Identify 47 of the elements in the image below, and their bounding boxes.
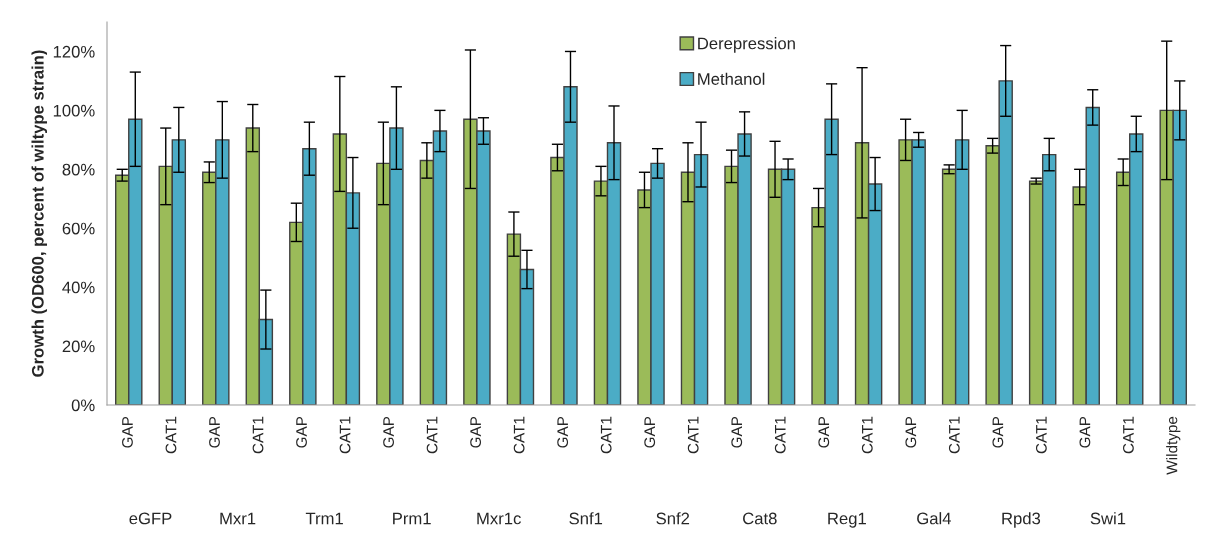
x-tick-label: CAT1 [1035,416,1047,454]
x-tick-label: CAT1 [861,416,873,454]
legend-label: Derepression [698,37,795,53]
y-tick-label: 0% [71,399,95,412]
x-tick-label: CAT1 [426,416,438,454]
x-tick-label: GAP [905,416,917,448]
x-tick-label: GAP [122,416,133,448]
text: Rpd3 [1002,512,1041,528]
text: Trm1 [305,512,343,525]
y-tick-label: 20% [62,340,95,353]
x-tick-label: GAP [470,416,482,448]
x-tick-label: CAT1 [165,416,177,454]
x-tick-label: Wildtype [1166,416,1181,475]
legend-label: Methanol [698,72,765,85]
x-tick-label: GAP [383,416,394,448]
x-tick-label: GAP [296,416,307,448]
text: Mxr1c [477,512,521,525]
text: Mxr1 [220,512,256,525]
text: Reg1 [828,512,866,528]
x-tick-label: CAT1 [600,416,612,454]
x-tick-label: CAT1 [339,416,351,454]
text: Snf1 [569,512,603,525]
text: Cat8 [743,512,777,525]
y-axis-title: Growth (OD600, percent of wiltype strain) [31,50,48,377]
x-tick-label: GAP [818,416,830,448]
x-tick-label: CAT1 [513,416,525,454]
x-tick-label: CAT1 [1123,416,1134,454]
x-tick-label: GAP [557,416,569,448]
y-tick-label: 80% [62,163,95,176]
x-tick-label: GAP [644,416,656,448]
y-tick-label: 120% [53,45,95,58]
x-tick-label: CAT1 [774,416,786,454]
x-tick-label: CAT1 [948,416,960,454]
text: eGFP [129,512,172,525]
x-tick-label: GAP [731,416,743,448]
x-tick-label: CAT1 [687,416,699,454]
text: Swi1 [1090,512,1126,525]
text: Gal4 [917,512,951,525]
text: Prm1 [393,512,431,525]
x-tick-label: CAT1 [252,416,264,454]
x-tick-label: GAP [209,416,220,448]
y-tick-label: 60% [62,222,95,235]
x-tick-label: GAP [1079,416,1091,448]
y-tick-label: 100% [53,104,95,117]
x-tick-label: GAP [992,416,1004,448]
y-tick-label: 40% [62,281,95,294]
text: Snf2 [656,512,690,525]
